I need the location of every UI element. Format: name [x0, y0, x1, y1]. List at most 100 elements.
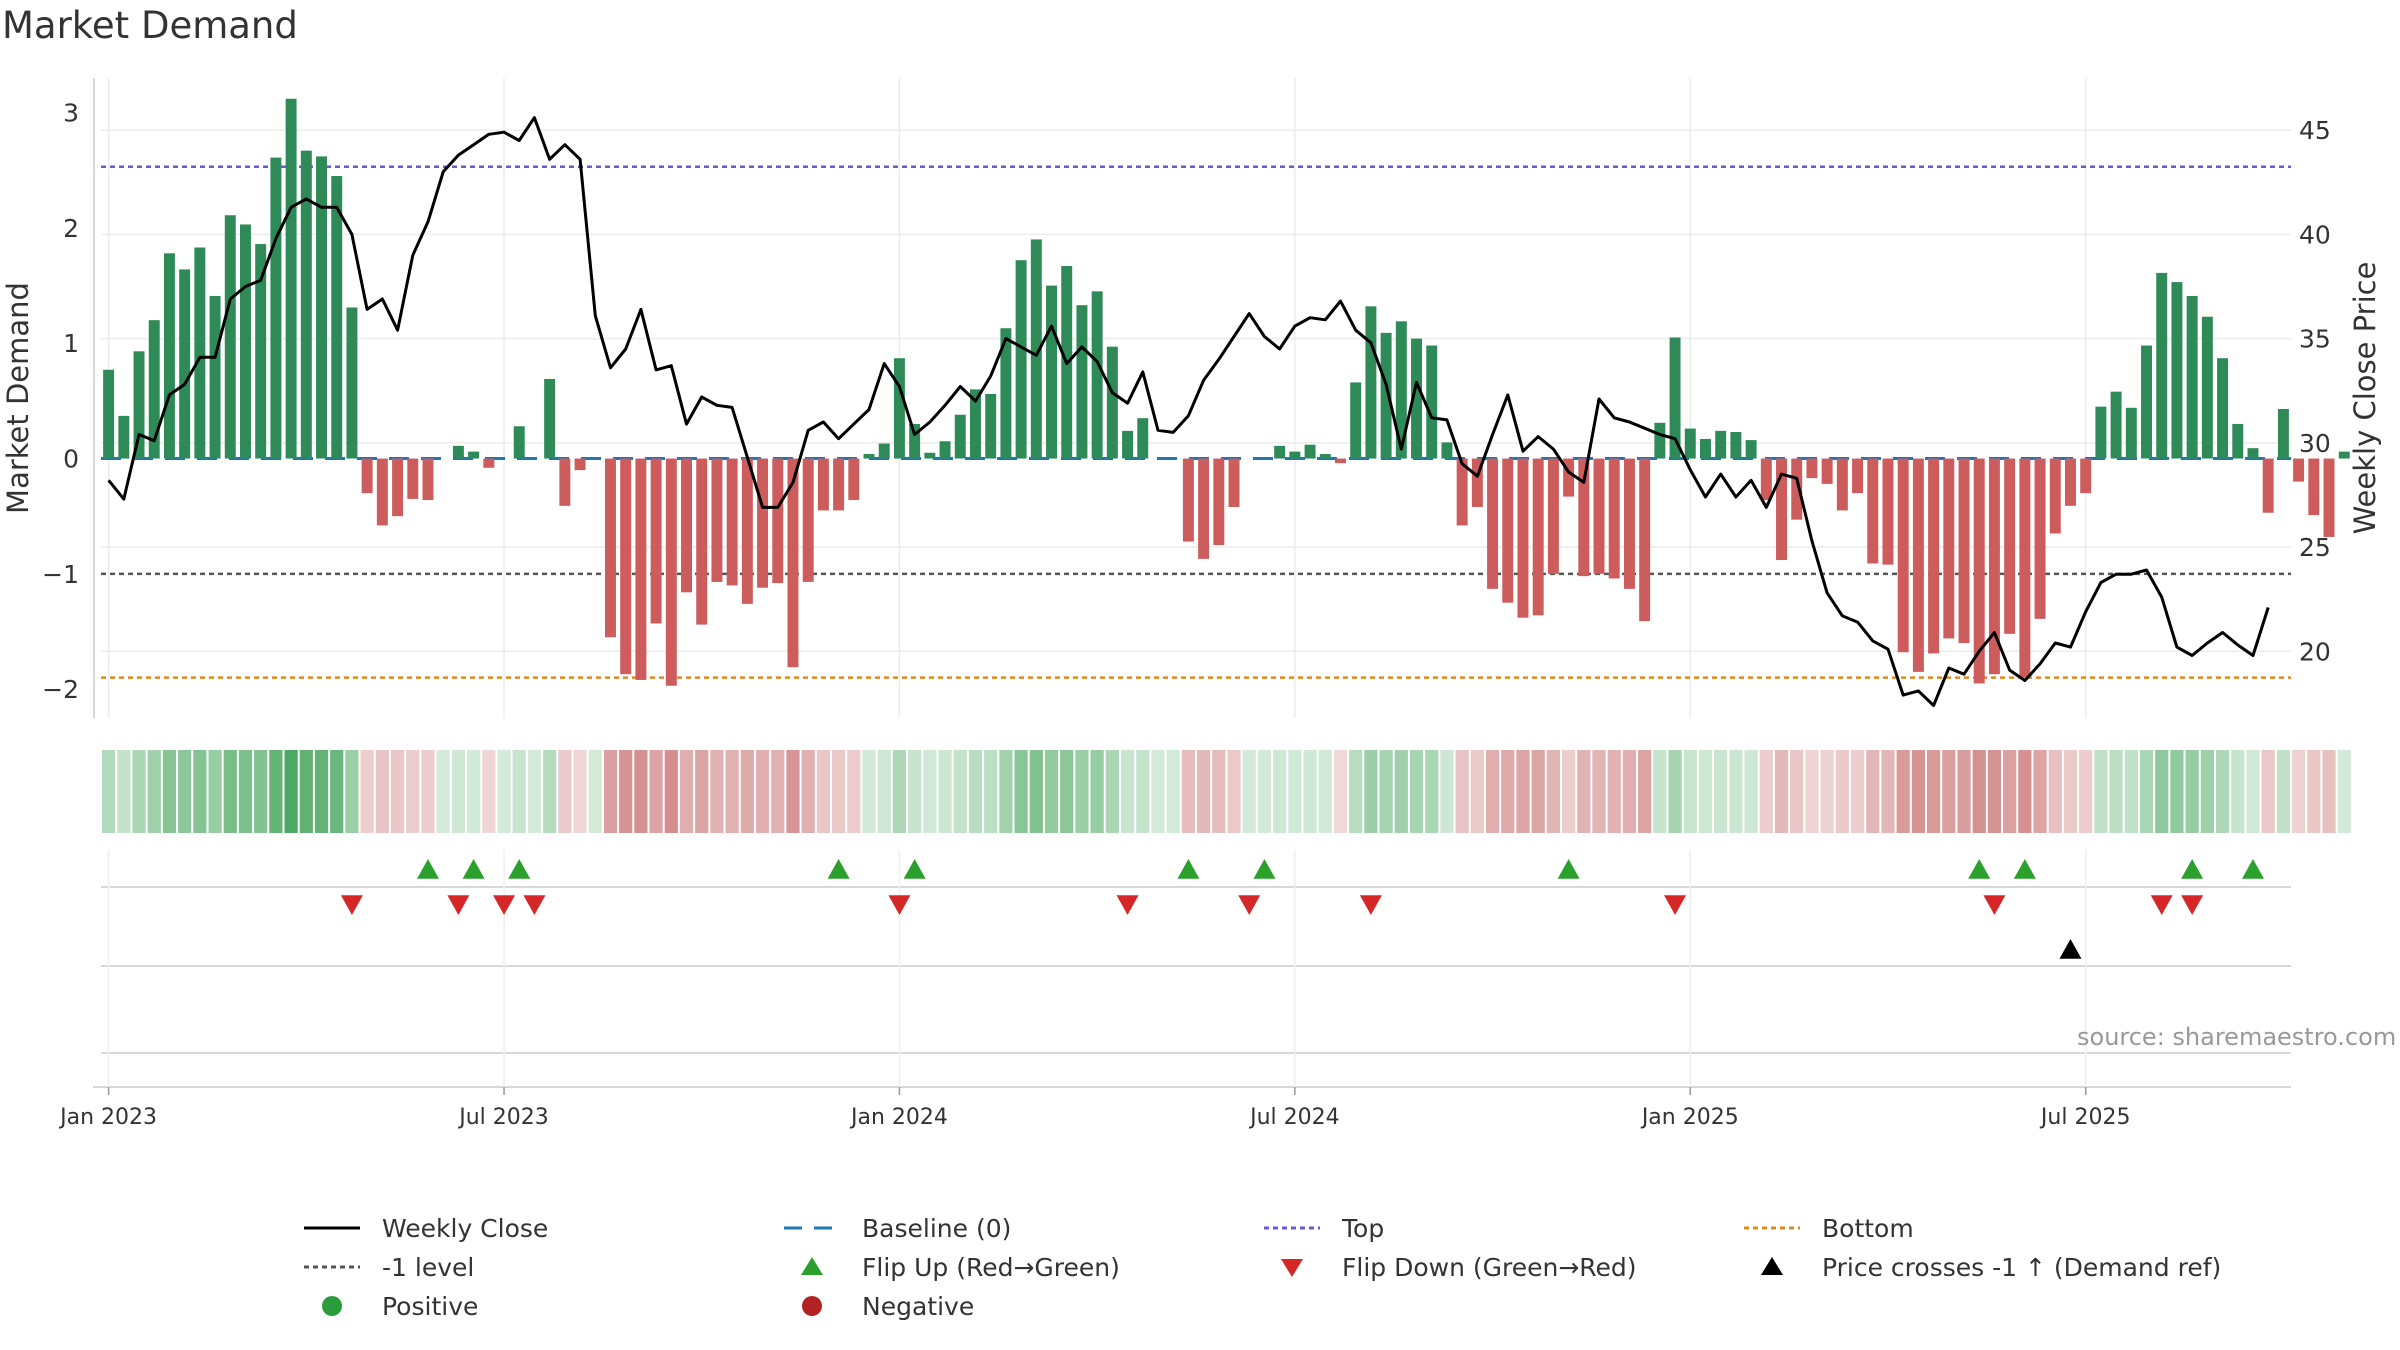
flip-up-marker	[508, 859, 531, 879]
legend-label: Bottom	[1822, 1213, 1914, 1243]
legend-symbol-close	[304, 1226, 360, 1230]
demand-bar	[1228, 458, 1240, 507]
demand-bar	[620, 458, 632, 675]
y2-tick-label: 40	[2299, 220, 2331, 249]
y-tick-label: 2	[63, 214, 79, 243]
demand-bar	[1882, 458, 1894, 565]
heat-cell	[1805, 750, 1819, 833]
heat-cell	[1896, 750, 1910, 833]
demand-bar	[2262, 458, 2274, 513]
heat-cell	[1470, 750, 1484, 833]
demand-bar	[1182, 458, 1194, 542]
demand-bar	[513, 426, 525, 459]
demand-bar	[1046, 285, 1057, 459]
heat-cell	[1364, 750, 1378, 833]
heat-cell	[1501, 750, 1515, 833]
demand-bar	[1852, 458, 1864, 494]
heat-cell	[467, 750, 481, 833]
demand-bar	[2080, 458, 2092, 494]
heat-cell	[117, 750, 131, 833]
heat-cell	[1881, 750, 1895, 833]
heat-cell	[1288, 750, 1302, 833]
heat-cell	[649, 750, 663, 833]
demand-bar	[1821, 458, 1833, 484]
demand-bar	[255, 244, 267, 459]
heat-cell	[1485, 750, 1500, 833]
demand-bar	[1335, 458, 1346, 464]
y-tick-label: 3	[63, 99, 79, 128]
heat-cell	[497, 750, 511, 833]
heat-cell	[938, 750, 952, 833]
demand-bar	[2217, 358, 2229, 459]
heat-cell	[999, 750, 1013, 833]
demand-bar	[635, 458, 647, 680]
heat-cell	[755, 750, 770, 833]
heat-cell	[2261, 750, 2275, 833]
heat-cell	[786, 750, 800, 833]
heat-cell	[847, 750, 861, 833]
demand-bar	[544, 378, 556, 459]
legend-label: Positive	[382, 1291, 479, 1321]
legend-symbol-negative	[802, 1296, 822, 1316]
heat-cell	[299, 750, 313, 833]
demand-bar	[1015, 260, 1027, 459]
flip-down-marker	[1983, 895, 2006, 915]
demand-bar	[2125, 407, 2137, 459]
demand-bar	[1745, 440, 1757, 459]
heat-cell	[1759, 750, 1773, 833]
demand-bar	[985, 393, 997, 459]
demand-bar	[650, 458, 662, 624]
legend-label: Baseline (0)	[862, 1213, 1012, 1243]
demand-bar	[833, 458, 845, 511]
flip-down-marker	[1238, 895, 1261, 915]
demand-bar	[970, 389, 981, 459]
legend-label: Flip Up (Red→Green)	[862, 1252, 1120, 1282]
heat-cell	[908, 750, 922, 833]
heat-cell	[436, 750, 450, 833]
heat-cell	[679, 750, 694, 833]
heat-cell	[1409, 750, 1424, 833]
demand-bar	[1669, 337, 1681, 459]
heat-cell	[2079, 750, 2093, 833]
demand-bar	[316, 156, 327, 459]
demand-bar	[2277, 408, 2289, 459]
heat-cell	[1120, 750, 1135, 833]
chart-title: Market Demand	[2, 4, 298, 47]
demand-bar	[574, 458, 586, 471]
heat-cell	[375, 750, 389, 833]
demand-bar	[194, 247, 206, 459]
demand-bar	[148, 320, 160, 459]
demand-bar	[2201, 316, 2213, 459]
legend-item-flip_up: Flip Up (Red→Green)	[780, 1249, 1120, 1285]
heat-cell	[238, 750, 253, 833]
heat-cell	[1987, 750, 2002, 833]
heat-cell	[832, 750, 846, 833]
flip-down-marker	[2181, 895, 2204, 915]
heat-cell	[771, 750, 785, 833]
demand-bar	[1365, 306, 1377, 459]
demand-bar	[1137, 418, 1149, 459]
demand-bar	[2308, 458, 2320, 516]
heat-cell	[2063, 750, 2078, 833]
demand-bar	[2034, 458, 2046, 619]
heat-cell	[1212, 750, 1226, 833]
legend-label: Price crosses -1 ↑ (Demand ref)	[1822, 1252, 2222, 1282]
flip-down-marker	[1359, 895, 1382, 915]
heat-cell	[2109, 750, 2123, 833]
legend-label: Weekly Close	[382, 1213, 549, 1243]
demand-bar	[2095, 406, 2107, 459]
demand-bar	[1700, 438, 1711, 459]
heat-cell	[2231, 750, 2245, 833]
demand-bar	[1122, 430, 1134, 459]
y-tick-label: 0	[63, 445, 79, 474]
demand-bar	[1897, 458, 1909, 653]
demand-bar	[1654, 422, 1666, 459]
heat-cell	[2139, 750, 2154, 833]
demand-bar	[878, 443, 890, 459]
heat-cell	[223, 750, 237, 833]
heat-cell	[208, 750, 222, 833]
heat-cell	[1333, 750, 1348, 833]
heat-cell	[421, 750, 435, 833]
heat-cell	[1683, 750, 1697, 833]
demand-bar	[1593, 458, 1605, 574]
